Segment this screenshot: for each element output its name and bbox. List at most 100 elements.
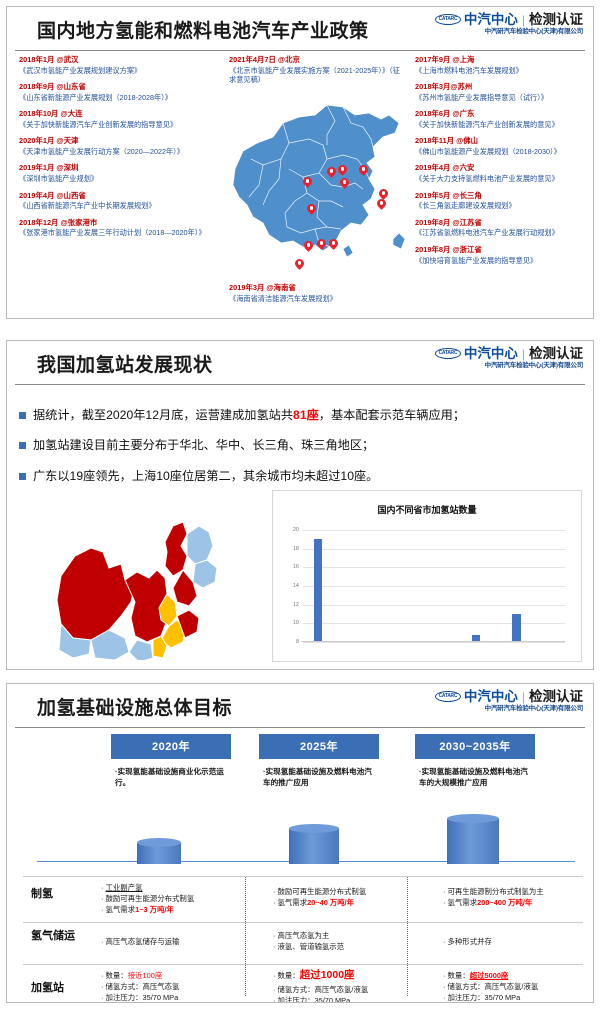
cell-line: 高压气态氢储存与运输	[101, 936, 271, 947]
table-row: 氢气储运 高压气态氢储存与运输 高压气态氢为主 液氢、管道输氢示范 多种形式并存	[23, 922, 583, 964]
bullet-item: 广东以19座领先，上海10座位居第二，其余城市均未超过10座。	[7, 468, 593, 484]
policy-item: 2018年6月 @广东 《关于加快新能源汽车产业创新发展的意见》	[415, 109, 593, 129]
row-label: 加氢站	[31, 982, 64, 994]
logo-subtitle: 中汽研汽车检验中心(天津)有限公司	[484, 704, 584, 712]
logo-subtitle: 中汽研汽车检验中心(天津)有限公司	[484, 361, 584, 369]
table-row: 制氢 工业副产氢 鼓励可再生能源分布式制氢 氢气需求1~3 万吨/年 鼓励可再生…	[23, 876, 583, 922]
row-cell: 多种形式并存	[443, 936, 593, 947]
policy-head: 2018年12月 @张家港市	[19, 217, 98, 227]
cell-line: 数量：接近100座	[101, 970, 271, 981]
year-description: ·实现氢能基础设施及燃料电池汽车的推广应用	[263, 766, 372, 787]
policy-doc: 《天津市氢能产业发展行动方案（2020—2022年）》	[19, 147, 184, 157]
row-divider	[23, 922, 583, 923]
slide1-body: 2018年1月 @武汉 《武汉市氢能产业发展规划建议方案》 2018年9月 @山…	[7, 51, 593, 318]
logo-separator: |	[521, 346, 525, 361]
policy-head: 2019年1月 @深圳	[19, 163, 79, 173]
logo-main-text: 中汽中心	[463, 346, 518, 361]
brand-logo: CATARC 中汽中心 | 检测认证 中汽研汽车检验中心(天津)有限公司	[434, 12, 583, 35]
cell-line: 液氢、管道输氢示范	[273, 941, 438, 952]
row-cell: 数量：超过1000座 储氢方式：高压气态氢/液氢 加注压力：35/70 MPa …	[273, 968, 438, 1002]
policy-item: 2018年10月 @大连 《关于加快新能源汽车产业创新发展的指导意见》	[19, 109, 219, 129]
gridline: 20	[293, 527, 565, 533]
year-badge: 2025年	[259, 734, 379, 759]
map-pin	[359, 165, 368, 178]
map-pin	[327, 167, 336, 180]
cell-line: 储氢方式：高压气态氢/液氢	[273, 984, 438, 995]
milestone-column-2020: 2020年 ·实现氢能基础设施商业化示范运行。	[111, 734, 231, 788]
bullet-highlight: 81座	[293, 408, 319, 422]
policy-head: 2021年4月7日 @北京	[229, 55, 300, 64]
gridline: 12	[293, 602, 565, 608]
policy-item: 2020年1月 @天津 《天津市氢能产业发展行动方案（2020—2022年）》	[19, 136, 219, 156]
policy-item: 2017年9月 @上海 《上海市燃料电池汽车发展规划》	[415, 55, 593, 75]
slide-hydrogen-station-status: 我国加氢站发展现状 CATARC 中汽中心 | 检测认证 中汽研汽车检验中心(天…	[6, 340, 594, 670]
map-pin	[379, 189, 388, 202]
cell-line: 数量：超过5000座	[443, 970, 593, 981]
policy-doc: 《上海市燃料电池汽车发展规划》	[415, 65, 523, 75]
year-badge: 2030~2035年	[415, 734, 535, 759]
row-cell: 鼓励可再生能源分布式制氢 氢气需求20~40 万吨/年	[273, 886, 438, 908]
chart-bar	[512, 614, 521, 642]
cylinder-2020	[137, 838, 181, 864]
map-pin	[295, 259, 304, 272]
map-pin	[307, 204, 316, 217]
page-title: 加氢基础设施总体目标	[37, 698, 233, 719]
row-cell: 高压气态氢为主 液氢、管道输氢示范	[273, 930, 438, 952]
map-pin	[329, 239, 338, 252]
policy-head: 2019年3月 @海南省	[229, 283, 296, 292]
logo-separator: |	[521, 12, 525, 27]
policy-doc: 《长三角氢走廊建设发展规划》	[415, 201, 516, 211]
logo-main-text: 中汽中心	[463, 689, 518, 704]
policy-doc: 《山西省新能源汽车产业中长期发展规划》	[19, 201, 156, 211]
y-tick-label: 14	[292, 583, 299, 589]
gridline: 18	[293, 546, 565, 552]
map-pin	[304, 241, 313, 254]
policy-doc: 《江苏省氢燃料电池汽车产业发展行动规划》	[415, 228, 559, 238]
row-cell: 数量：超过5000座 储氢方式：高压气态氢/液氢 加注压力：35/70 MPa …	[443, 970, 593, 1002]
cell-line: 氢气需求20~40 万吨/年	[273, 897, 438, 908]
policy-item: 2019年3月 @海南省 《海南省清洁能源汽车发展规划》	[229, 283, 407, 303]
cell-line: 高压气态氢为主	[273, 930, 438, 941]
slide2-body: 据统计，截至2020年12月底，运营建成加氢站共81座，基本配套示范车辆应用； …	[7, 385, 593, 669]
policy-doc: 《武汉市氢能产业发展规划建议方案》	[19, 65, 142, 75]
y-tick-label: 8	[295, 639, 299, 645]
policy-doc: 《山东省新能源产业发展规划（2018-2028年）》	[19, 92, 172, 102]
cell-line: 可再生能源制分布式制氢为主	[443, 886, 593, 897]
policy-head: 2019年8月 @江苏省	[415, 217, 482, 227]
policy-item: 2019年4月 @山西省 《山西省新能源汽车产业中长期发展规划》	[19, 191, 219, 211]
policy-column-left: 2018年1月 @武汉 《武汉市氢能产业发展规划建议方案》 2018年9月 @山…	[19, 55, 219, 245]
policy-doc: 《关于加快新能源汽车产业创新发展的指导意见》	[19, 119, 178, 129]
policy-item: 2019年8月 @江苏省 《江苏省氢燃料电池汽车产业发展行动规划》	[415, 218, 593, 238]
policy-item: 2019年1月 @深圳 《深圳市氢能产业规划》	[19, 163, 219, 183]
y-tick-label: 12	[292, 601, 299, 608]
policy-head: 2018年11月 @佛山	[415, 136, 479, 146]
chart-bar	[313, 538, 323, 642]
policy-doc: 《张家港市氢能产业发展三年行动计划（2018—2020年）》	[19, 228, 206, 238]
brand-logo: CATARC 中汽中心 | 检测认证 中汽研汽车检验中心(天津)有限公司	[434, 346, 584, 369]
cell-line: 加注压力：35/70 MPa	[443, 992, 593, 1002]
china-choropleth-map	[56, 521, 218, 660]
catarc-oval-icon: CATARC	[434, 14, 461, 26]
policy-item: 2019年8月 @浙江省 《加快培育氢能产业发展的指导意见》	[415, 245, 593, 265]
logo-cert-text: 检测认证	[529, 12, 583, 27]
cell-line: 鼓励可再生能源分布式制氢	[273, 886, 438, 897]
milestone-column-2025: 2025年 ·实现氢能基础设施及燃料电池汽车的推广应用	[259, 734, 379, 788]
china-policy-map	[232, 104, 406, 258]
year-description: ·实现氢能基础设施及燃料电池汽车的大规模推广应用	[419, 766, 528, 787]
slide3-body: 2020年 ·实现氢能基础设施商业化示范运行。 2025年 ·实现氢能基础设施及…	[7, 728, 593, 1002]
brand-logo: CATARC 中汽中心 | 检测认证 中汽研汽车检验中心(天津)有限公司	[434, 689, 584, 712]
policy-item: 2018年3月@苏州 《苏州市氢能产业发展指导意见（试行）》	[415, 82, 593, 102]
map-pin	[303, 177, 312, 190]
policy-column-middle: 2021年4月7日 @北京 《北京市氢能产业发展实施方案（2021-2025年）…	[229, 55, 407, 91]
policy-doc: 《苏州市氢能产业发展指导意见（试行）》	[415, 92, 548, 102]
logo-cert-text: 检测认证	[529, 689, 583, 704]
bullet-text-post: ，基本配套示范车辆应用；	[318, 408, 466, 422]
page-title: 国内地方氢能和燃料电池汽车产业政策	[37, 21, 369, 42]
policy-doc: 《海南省清洁能源汽车发展规划》	[229, 293, 337, 303]
row-cell: 高压气态氢储存与运输	[101, 936, 271, 947]
row-cell: 工业副产氢 鼓励可再生能源分布式制氢 氢气需求1~3 万吨/年	[101, 882, 271, 915]
policy-doc: 《北京市氢能产业发展实施方案（2021-2025年）》（征求意见稿）	[229, 65, 400, 85]
map-pin	[317, 239, 326, 252]
cell-line: 多种形式并存	[443, 936, 593, 947]
table-row: 加氢站 数量：接近100座 储氢方式：高压气态氢 加注压力：35/70 MPa …	[23, 964, 583, 1002]
